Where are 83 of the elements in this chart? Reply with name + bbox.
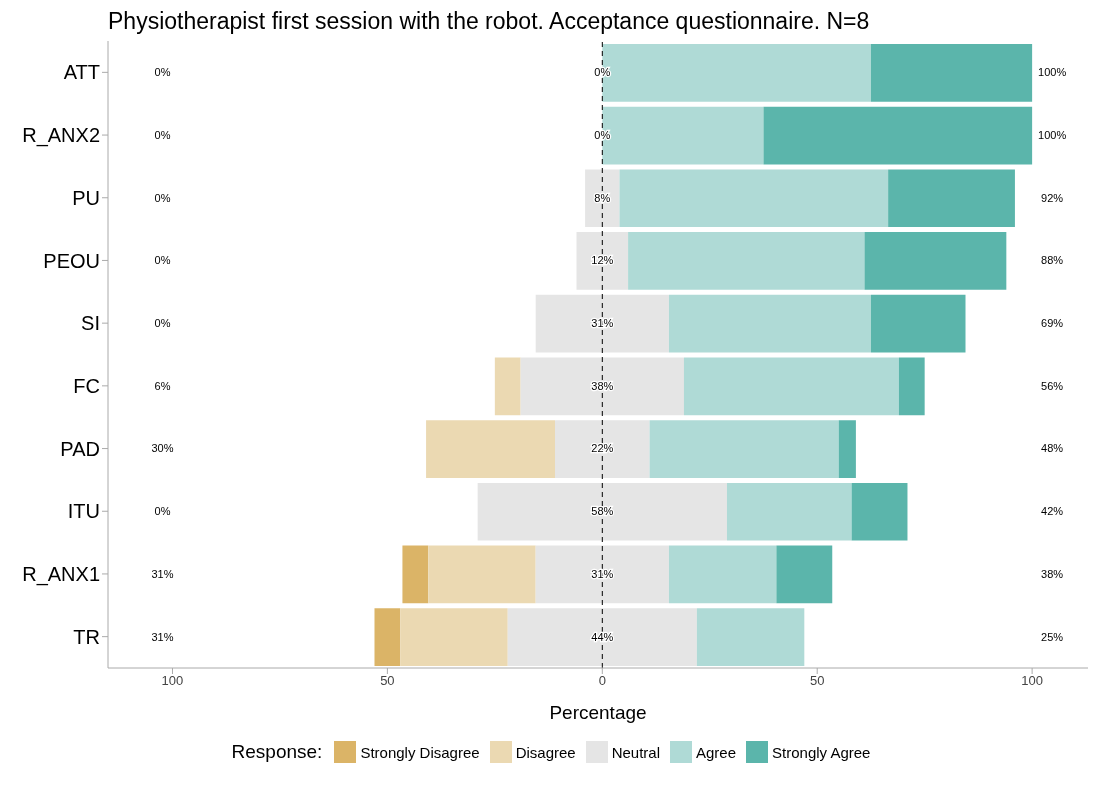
data-label: 38% (591, 379, 614, 392)
y-tick-label: ITU (67, 500, 100, 523)
bar (426, 420, 556, 478)
x-tick-label: 50 (809, 673, 825, 689)
annotation: 6% (154, 379, 171, 392)
annotation: 0% (154, 254, 171, 267)
annotation: 25% (1041, 630, 1064, 643)
annotation: 42% (1041, 505, 1064, 518)
data-label: 12% (591, 254, 614, 267)
annotation: 100% (1038, 128, 1067, 141)
y-tick-label: PEOU (43, 249, 100, 272)
bar (400, 608, 508, 666)
annotation: 0% (154, 66, 171, 79)
data-label: 8% (594, 191, 611, 204)
bar (726, 482, 852, 541)
bar (555, 420, 650, 478)
bar (870, 44, 1033, 102)
annotation: 69% (1041, 317, 1064, 329)
bar (535, 545, 669, 604)
bar (776, 545, 833, 604)
y-tick-label: TR (73, 625, 100, 648)
data-label: 58% (591, 505, 614, 518)
bar (888, 169, 1015, 228)
bar (668, 545, 777, 604)
annotation: 0% (154, 128, 171, 141)
y-tick-label: FC (73, 374, 100, 397)
y-tick-label: R_ANX2 (22, 124, 100, 148)
legend-label: Neutral (610, 742, 661, 763)
annotation: 92% (1041, 191, 1064, 204)
bar (898, 357, 925, 416)
data-label: 0% (594, 128, 611, 141)
annotation: 48% (1041, 442, 1064, 455)
data-label: 31% (591, 317, 614, 329)
x-tick-label: 100 (1021, 673, 1043, 689)
bar (535, 294, 669, 353)
data-label: 44% (591, 630, 614, 643)
bar (494, 357, 521, 416)
y-tick-label: PAD (60, 437, 100, 460)
legend-label: Strongly Agree (771, 742, 871, 763)
bar (683, 357, 899, 416)
bar (668, 294, 871, 353)
legend-label: Agree (695, 742, 737, 763)
x-axis-title: Percentage (549, 702, 647, 723)
annotation: 56% (1041, 379, 1064, 392)
bar (864, 232, 1007, 290)
bar (507, 608, 697, 666)
bar (576, 232, 629, 290)
legend-label: Strongly Disagree (359, 742, 480, 763)
x-tick-label: 100 (161, 673, 184, 689)
annotation: 38% (1041, 567, 1064, 580)
data-label: 0% (594, 66, 611, 79)
y-tick-label: ATT (63, 61, 100, 84)
annotation: 100% (1038, 66, 1067, 79)
annotation: 31% (151, 567, 174, 580)
annotation: 0% (154, 191, 171, 204)
bar (520, 357, 684, 416)
bar (619, 169, 889, 228)
legend-label: Disagree (514, 742, 576, 763)
bar (838, 420, 856, 478)
bar (402, 545, 429, 604)
y-tick-label: R_ANX1 (22, 563, 100, 587)
x-tick-label: 50 (380, 673, 395, 689)
y-tick-label: SI (81, 312, 100, 335)
data-label: 22% (591, 442, 614, 455)
annotation: 31% (151, 630, 174, 643)
bar (649, 420, 839, 478)
bar (477, 482, 727, 541)
bar (851, 482, 908, 541)
annotation: 88% (1041, 254, 1064, 267)
x-tick-label: 0 (598, 673, 606, 689)
chart-title: Physiotherapist first session with the robot. Acceptance questionnaire. N=8 (108, 8, 871, 35)
annotation: 0% (154, 317, 171, 329)
annotation: 30% (151, 442, 174, 455)
annotation: 0% (154, 505, 171, 518)
bar (870, 294, 966, 353)
y-tick-label: PU (72, 186, 100, 209)
bar (763, 106, 1033, 165)
data-label: 31% (591, 567, 614, 580)
legend-title: Response: (231, 741, 323, 763)
bar (428, 545, 536, 604)
bar (374, 608, 401, 666)
bar (628, 232, 865, 290)
bar (696, 608, 805, 666)
